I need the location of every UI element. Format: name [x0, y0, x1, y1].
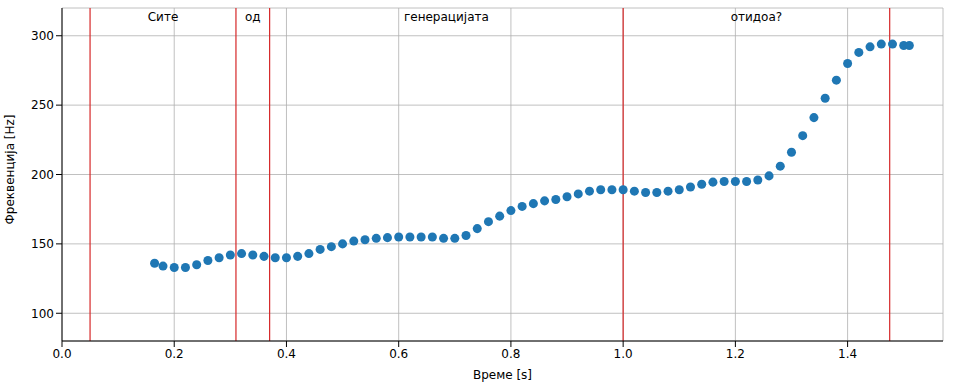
svg-text:0.2: 0.2 — [165, 347, 184, 361]
svg-text:0.8: 0.8 — [501, 347, 520, 361]
svg-text:Сите: Сите — [148, 10, 179, 24]
svg-text:300: 300 — [31, 29, 54, 43]
svg-text:150: 150 — [31, 237, 54, 251]
svg-text:0.6: 0.6 — [389, 347, 408, 361]
svg-text:1.2: 1.2 — [726, 347, 745, 361]
svg-text:Фреквенција [Hz]: Фреквенција [Hz] — [3, 114, 17, 224]
svg-text:генерацијата: генерацијата — [404, 10, 489, 24]
svg-text:1.0: 1.0 — [614, 347, 633, 361]
svg-text:отидоа?: отидоа? — [731, 10, 783, 24]
svg-text:100: 100 — [31, 307, 54, 321]
svg-text:Време [s]: Време [s] — [473, 368, 532, 382]
svg-text:од: од — [245, 10, 261, 24]
svg-text:200: 200 — [31, 168, 54, 182]
svg-text:0.4: 0.4 — [277, 347, 296, 361]
svg-text:1.4: 1.4 — [838, 347, 857, 361]
svg-text:250: 250 — [31, 98, 54, 112]
svg-text:0.0: 0.0 — [52, 347, 71, 361]
